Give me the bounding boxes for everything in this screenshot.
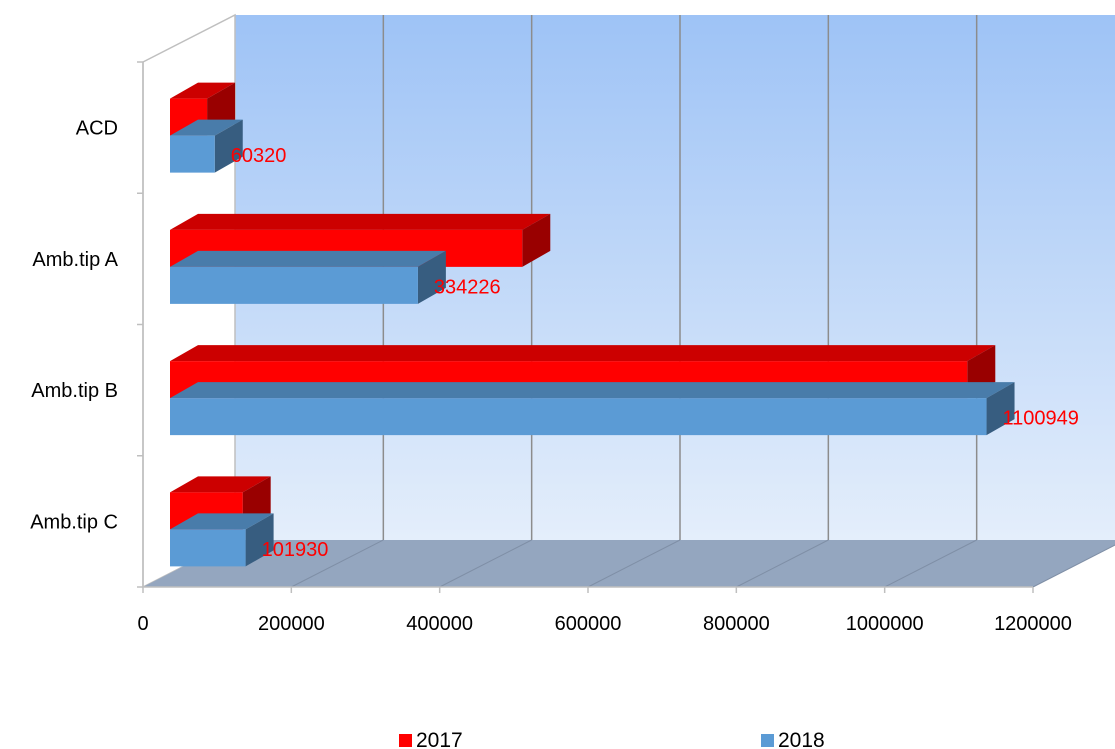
- floor-gridline: [884, 539, 977, 588]
- bar-2018: [170, 250, 446, 304]
- bar-front-face: [170, 266, 418, 304]
- floor-gridline: [587, 539, 681, 588]
- data-label: 60320: [231, 145, 287, 167]
- x-tick-label: 0: [137, 613, 148, 635]
- floor-gridline: [291, 539, 384, 588]
- x-tick-label: 800000: [703, 613, 770, 635]
- bar-side-face: [986, 382, 1015, 436]
- bar-top-face: [170, 119, 243, 136]
- chart-bars-layer: [170, 82, 1015, 567]
- chart-floor: [143, 540, 1115, 587]
- x-tick-label: 1000000: [846, 613, 924, 635]
- floor-gridline: [439, 539, 532, 588]
- bar-top-face: [170, 82, 236, 99]
- bar-side-face: [417, 250, 446, 304]
- bar-2018: [170, 119, 243, 173]
- bar-front-face: [170, 135, 215, 173]
- bar-side-face: [214, 119, 243, 173]
- bar-top-face: [170, 250, 446, 267]
- bar-top-face: [170, 213, 551, 230]
- bar-2018: [170, 513, 274, 567]
- y-category-label: Amb.tip C: [30, 511, 118, 533]
- bar-2018: [170, 382, 1015, 436]
- x-tick-label: 1200000: [994, 613, 1072, 635]
- data-label: 1100949: [1003, 408, 1079, 430]
- bar-top-face: [170, 476, 271, 493]
- legend: 2017 2018: [399, 729, 825, 749]
- bar-top-face: [170, 382, 1015, 399]
- bar-front-face: [170, 398, 987, 436]
- data-label: 334226: [434, 276, 501, 298]
- legend-label-2017: 2017: [416, 729, 463, 749]
- legend-label-2018: 2018: [778, 729, 825, 749]
- chart-floor-layer: [143, 539, 1115, 588]
- legend-swatch-2017: [399, 734, 412, 747]
- chart-labels-layer: 60320 334226 1100949 101930: [231, 145, 1079, 561]
- data-label: 101930: [262, 539, 329, 561]
- floor-gridline: [736, 539, 829, 588]
- x-tick-label: 200000: [258, 613, 325, 635]
- bar-side-face: [245, 513, 274, 567]
- bar-top-face: [170, 345, 996, 362]
- chart-axis-layer: 0 200000 400000 600000 800000 1000000 1200000 A…: [30, 61, 1072, 635]
- bar-top-face: [170, 513, 274, 530]
- y-category-label: Amb.tip A: [32, 249, 118, 271]
- x-tick-label: 400000: [406, 613, 473, 635]
- bar-front-face: [170, 529, 246, 567]
- y-category-label: ACD: [76, 118, 118, 140]
- bar-side-face: [522, 213, 551, 267]
- y-category-label: Amb.tip B: [31, 380, 118, 402]
- legend-swatch-2018: [761, 734, 774, 747]
- x-tick-label: 600000: [555, 613, 622, 635]
- floor-gridline: [1032, 544, 1115, 588]
